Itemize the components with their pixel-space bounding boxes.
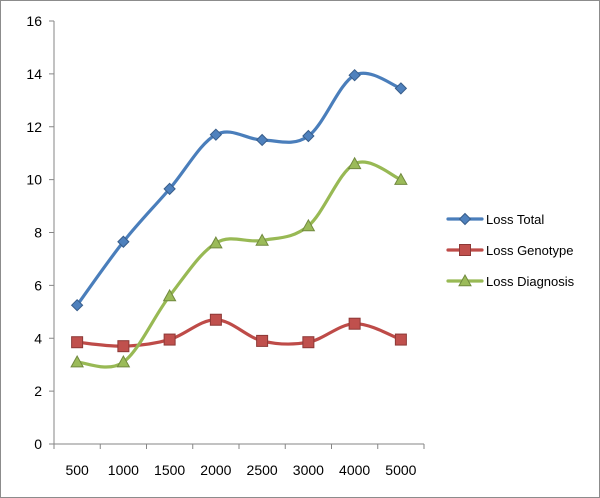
legend-swatch-marker	[458, 212, 472, 226]
data-point-loss-diagnosis	[209, 236, 223, 249]
series-line-loss-total	[75, 71, 403, 307]
x-tick-label: 4000	[339, 462, 370, 478]
axes: 0 2 4 6 8 10 12 14 16 500 1000 1500 2000 2500 3000 4000…	[26, 13, 425, 478]
data-point-loss-genotype	[117, 340, 130, 353]
legend-label: Loss Total	[486, 212, 544, 227]
data-point-loss-diagnosis	[301, 218, 316, 232]
x-tick-label: 3000	[293, 462, 324, 478]
data-point-loss-total	[70, 298, 84, 312]
data-point-loss-genotype	[209, 313, 222, 326]
y-tick-label: 6	[34, 277, 42, 293]
x-tick-label: 500	[65, 462, 89, 478]
data-point-loss-diagnosis	[70, 355, 84, 368]
legend-label: Loss Genotype	[486, 243, 573, 258]
data-point-loss-genotype	[302, 336, 315, 349]
data-point-loss-total	[348, 68, 361, 82]
data-point-loss-total	[209, 128, 223, 141]
legend-item-loss-diagnosis: Loss Diagnosis	[446, 273, 575, 289]
y-tick-label: 14	[26, 66, 42, 82]
y-tick-label: 8	[34, 225, 42, 241]
data-point-loss-total	[163, 182, 176, 196]
series-layer	[70, 68, 408, 369]
series-line-loss-diagnosis	[75, 160, 403, 369]
data-point-loss-total	[255, 133, 269, 147]
y-tick-label: 10	[26, 172, 42, 188]
data-point-loss-genotype	[256, 334, 269, 347]
x-tick-label: 5000	[385, 462, 416, 478]
data-point-loss-total	[302, 129, 315, 143]
y-tick-label: 16	[26, 13, 42, 29]
y-tick-label: 4	[34, 330, 42, 346]
series-loss-total	[70, 68, 408, 312]
data-point-loss-genotype	[71, 336, 84, 349]
legend-label: Loss Diagnosis	[486, 274, 575, 289]
legend-item-loss-genotype: Loss Genotype	[446, 243, 573, 258]
legend-swatch-marker	[459, 244, 471, 256]
legend-swatch-marker	[458, 273, 472, 287]
y-tick-label: 2	[34, 383, 42, 399]
x-tick-label: 2000	[200, 462, 231, 478]
data-point-loss-total	[394, 82, 408, 95]
y-tick-label: 12	[26, 119, 42, 135]
data-point-loss-total	[117, 235, 130, 248]
data-point-loss-genotype	[348, 317, 361, 330]
legend-item-loss-total: Loss Total	[446, 212, 544, 227]
y-tick-label: 0	[34, 436, 42, 452]
data-point-loss-diagnosis	[255, 233, 269, 246]
data-point-loss-diagnosis	[347, 156, 362, 170]
data-point-loss-diagnosis	[116, 355, 131, 368]
legend: Loss Total Loss Genotype Loss Diagnosis	[446, 212, 575, 289]
series-loss-diagnosis	[70, 156, 408, 369]
data-point-loss-diagnosis	[162, 288, 177, 302]
x-tick-label: 2500	[247, 462, 278, 478]
x-tick-label: 1500	[154, 462, 185, 478]
data-point-loss-genotype	[163, 333, 176, 346]
data-point-loss-genotype	[394, 333, 407, 346]
data-point-loss-diagnosis	[394, 172, 408, 185]
series-loss-genotype	[71, 313, 407, 353]
x-tick-label: 1000	[108, 462, 139, 478]
